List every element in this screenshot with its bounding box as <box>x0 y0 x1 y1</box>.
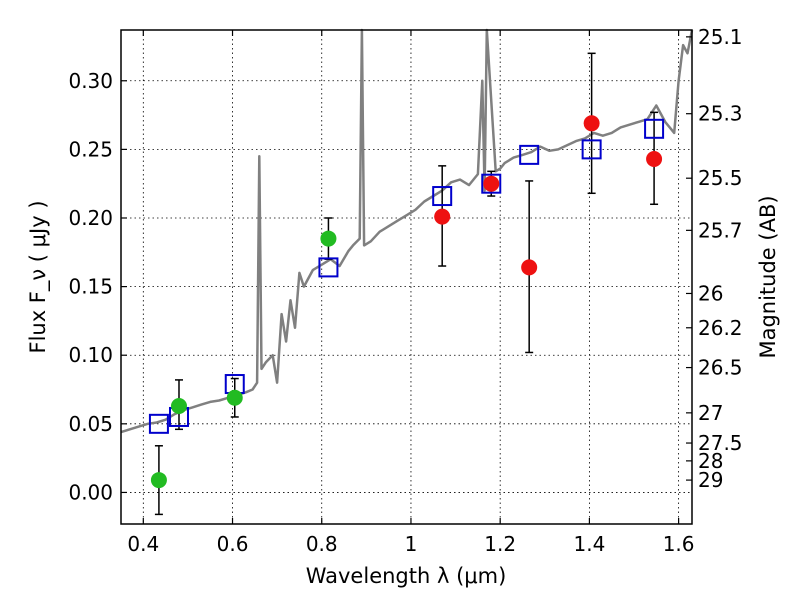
x-tick-label: 1 <box>405 532 418 556</box>
y-tick-label: 0.10 <box>68 343 113 367</box>
y-tick-label: 0.25 <box>68 137 113 161</box>
y-tick-label: 0.05 <box>68 412 113 436</box>
axis-ticks <box>121 30 692 524</box>
model-photometry-square <box>148 413 169 434</box>
y-tick-label: 0.30 <box>68 69 113 93</box>
y2-tick-label: 27.5 <box>698 431 743 455</box>
y2-tick-label: 25.1 <box>698 25 743 49</box>
x-tick-label: 1.4 <box>573 532 605 556</box>
model-photometry-square <box>519 144 540 165</box>
y2-tick-label: 28 <box>698 449 723 473</box>
x-tick-label: 1.6 <box>663 532 695 556</box>
model-photometry-square <box>644 118 665 139</box>
y2-tick-label: 25.7 <box>698 218 743 242</box>
model-photometry-square <box>481 173 502 194</box>
x-tick-label: 0.6 <box>217 532 249 556</box>
grid-lines <box>121 30 692 524</box>
y-tick-label: 0.20 <box>68 206 113 230</box>
model-photometry-square <box>318 257 339 278</box>
y-tick-label: 0.15 <box>68 275 113 299</box>
observed-point <box>150 472 167 489</box>
y-tick-label: 0.00 <box>68 480 113 504</box>
model-photometry-square <box>581 139 602 160</box>
y2-axis-title: Magnitude (AB) <box>756 195 780 358</box>
y2-tick-label: 26.5 <box>698 356 743 380</box>
x-tick-labels: 0.4 0.6 0.8 1 1.2 1.4 1.6 <box>127 532 694 556</box>
y2-tick-label: 25.5 <box>698 166 743 190</box>
observed-point <box>483 175 500 192</box>
observed-point <box>226 389 243 406</box>
y2-tick-label: 29 <box>698 468 723 492</box>
x-tick-label: 0.4 <box>127 532 159 556</box>
x-tick-label: 1.2 <box>484 532 516 556</box>
observed-point <box>320 230 337 247</box>
observed-point <box>521 259 538 276</box>
data-markers <box>148 115 665 489</box>
y-axis-title: Flux F_ν ( μJy ) <box>26 200 51 353</box>
y2-tick-label: 27 <box>698 401 723 425</box>
y2-tick-label: 25.3 <box>698 102 743 126</box>
x-tick-label: 0.8 <box>306 532 338 556</box>
x-axis-title: Wavelength λ (μm) <box>306 564 507 588</box>
y2-tick-label: 26.2 <box>698 316 743 340</box>
observed-point <box>434 208 451 225</box>
plot-frame <box>120 29 693 525</box>
observed-point <box>170 397 187 414</box>
y-tick-labels: 0.00 0.05 0.10 0.15 0.20 0.25 0.30 <box>68 69 113 505</box>
y2-tick-label: 26 <box>698 281 723 305</box>
observed-point <box>646 150 663 167</box>
model-photometry-square <box>432 186 453 207</box>
observed-point <box>583 115 600 132</box>
